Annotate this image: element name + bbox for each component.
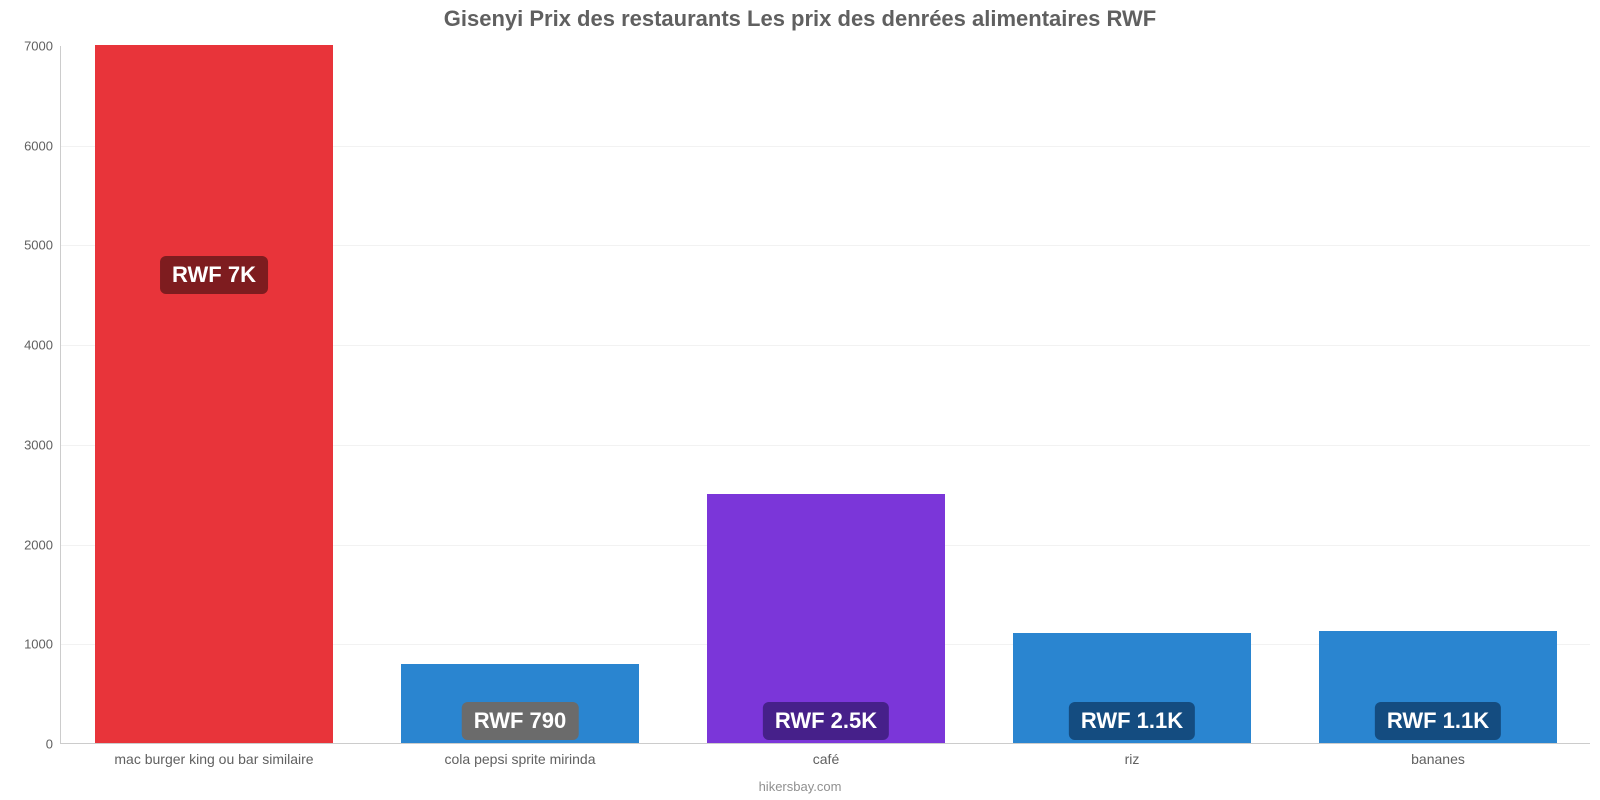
y-tick-label: 7000 [24, 39, 53, 54]
x-tick-label: bananes [1411, 751, 1465, 769]
value-badge: RWF 7K [160, 256, 268, 294]
x-tick-label: riz [1125, 751, 1140, 769]
x-tick-label: mac burger king ou bar similaire [114, 751, 313, 769]
y-tick-label: 2000 [24, 537, 53, 552]
y-tick-label: 4000 [24, 338, 53, 353]
y-tick-label: 0 [46, 737, 53, 752]
y-tick-label: 3000 [24, 437, 53, 452]
value-badge: RWF 790 [462, 702, 579, 740]
x-tick-label: cola pepsi sprite mirinda [445, 751, 596, 769]
bar-chart: Gisenyi Prix des restaurants Les prix de… [0, 0, 1600, 800]
attribution-text: hikersbay.com [0, 779, 1600, 794]
bar [95, 45, 334, 743]
x-tick-label: café [813, 751, 839, 769]
value-badge: RWF 1.1K [1069, 702, 1195, 740]
y-tick-label: 6000 [24, 138, 53, 153]
value-badge: RWF 2.5K [763, 702, 889, 740]
value-badge: RWF 1.1K [1375, 702, 1501, 740]
y-tick-label: 1000 [24, 637, 53, 652]
y-tick-label: 5000 [24, 238, 53, 253]
chart-title: Gisenyi Prix des restaurants Les prix de… [0, 6, 1600, 32]
plot-area: 01000200030004000500060007000mac burger … [60, 46, 1590, 744]
